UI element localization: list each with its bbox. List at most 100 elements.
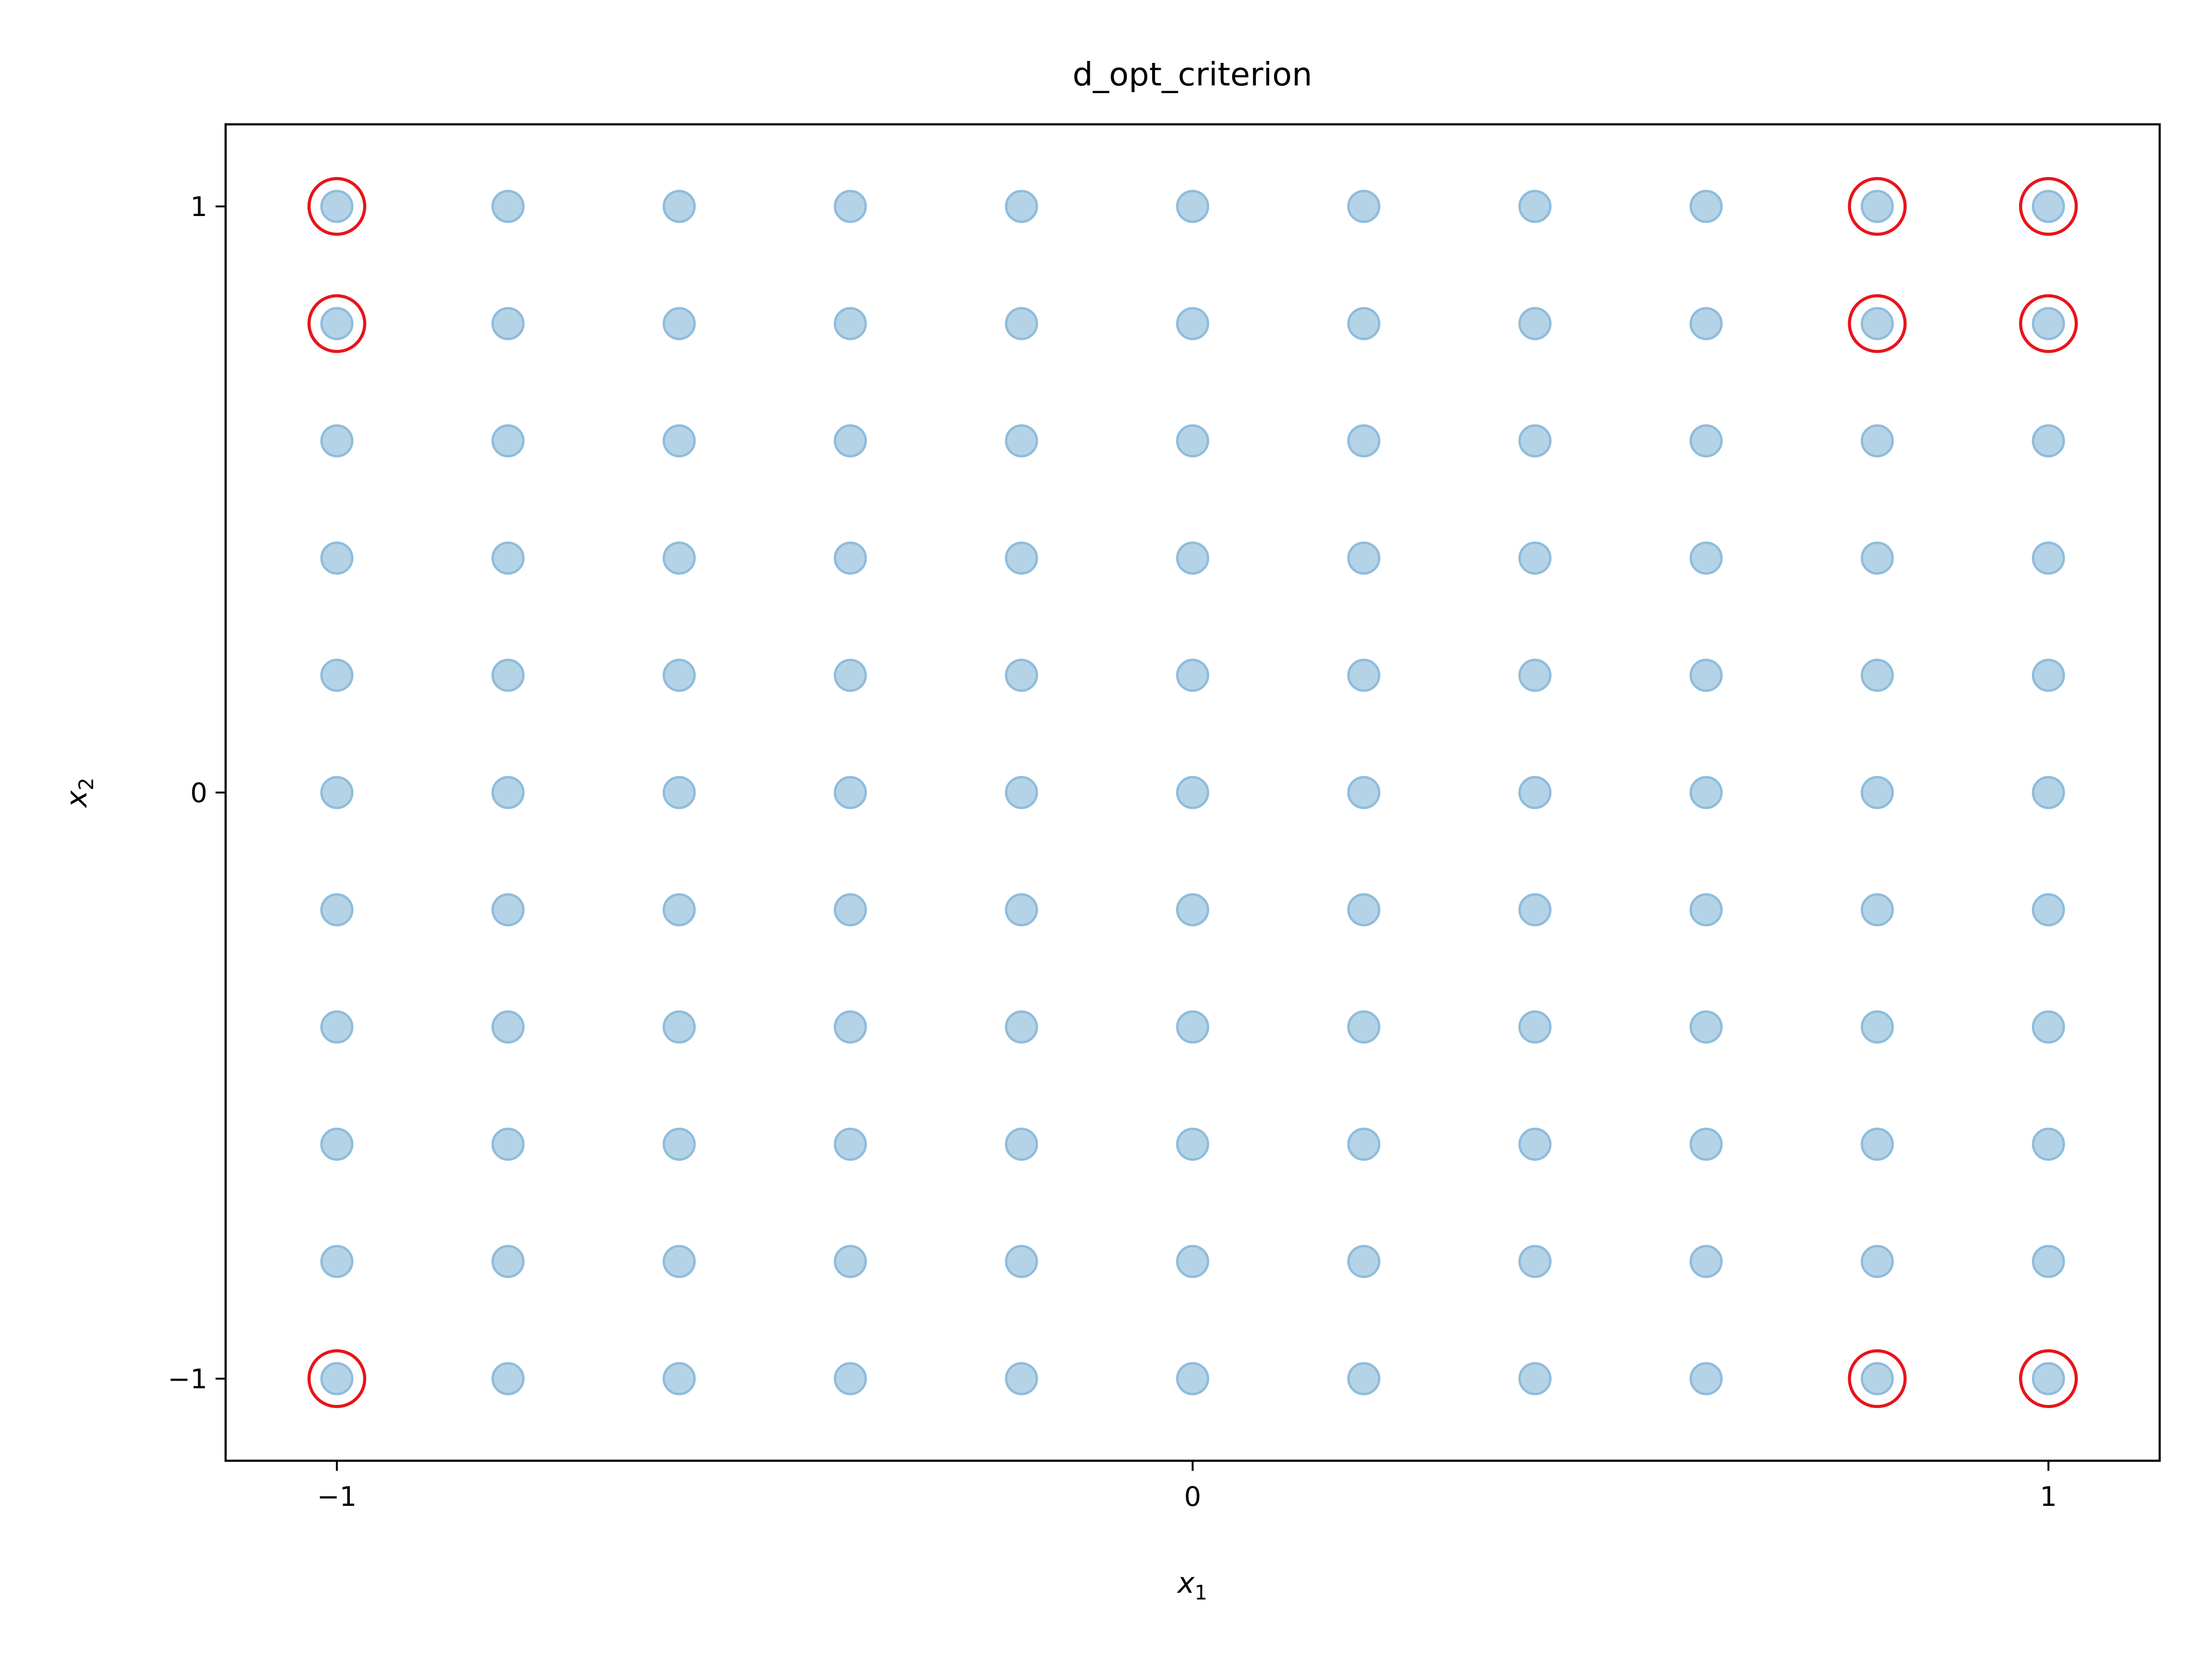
candidate-point-m0p8-0p4 (491, 541, 525, 575)
selected-point-m1-1 (307, 177, 367, 236)
candidate-point-m0p2-m1 (1005, 1362, 1038, 1395)
candidate-point-m0p6-m0p4 (662, 1010, 696, 1044)
candidate-point-0-0p6 (1176, 424, 1209, 457)
candidate-point-m1-0p4 (320, 541, 354, 575)
selected-point-1-m1 (2019, 1349, 2078, 1408)
candidate-point-m1-m0p6 (320, 1128, 354, 1161)
candidate-point-m0p8-0p2 (491, 659, 525, 692)
candidate-point-0p4-m1 (1518, 1362, 1552, 1395)
x-axis-label-base: x (1177, 1566, 1195, 1600)
candidate-point-0-0p8 (1176, 307, 1209, 340)
candidate-point-m1-0p6 (320, 424, 354, 457)
candidate-point-m0p8-m0p4 (491, 1010, 525, 1044)
candidate-point-m0p8-m0p6 (491, 1128, 525, 1161)
candidate-point-m0p4-0p8 (833, 307, 867, 340)
candidate-point-1-0p2 (2032, 659, 2065, 692)
candidate-point-m1-0 (320, 776, 354, 809)
candidate-point-m0p2-0p6 (1005, 424, 1038, 457)
chart-title: d_opt_criterion (1072, 56, 1312, 93)
candidate-point-m0p4-m0p4 (833, 1010, 867, 1044)
candidate-point-0-m1 (1176, 1362, 1209, 1395)
candidate-point-1-m1 (2032, 1362, 2065, 1395)
candidate-point-0p4-m0p4 (1518, 1010, 1552, 1044)
candidate-point-m0p6-0p4 (662, 541, 696, 575)
candidate-point-0p2-0 (1347, 776, 1381, 809)
candidate-point-m0p6-m0p2 (662, 893, 696, 926)
selected-point-1-1 (2019, 177, 2078, 236)
candidate-point-0-m0p8 (1176, 1245, 1209, 1278)
candidate-point-m1-m0p2 (320, 893, 354, 926)
candidate-point-m1-0p8 (320, 307, 354, 340)
candidate-point-m1-1 (320, 190, 354, 223)
candidate-point-m0p6-m0p6 (662, 1128, 696, 1161)
candidate-point-0p6-0 (1689, 776, 1723, 809)
candidate-point-0p2-0p8 (1347, 307, 1381, 340)
candidate-point-m0p6-0p6 (662, 424, 696, 457)
selected-point-1-0p8 (2019, 294, 2078, 353)
candidate-point-m0p2-0p8 (1005, 307, 1038, 340)
candidate-point-1-0p6 (2032, 424, 2065, 457)
candidate-point-m0p6-m1 (662, 1362, 696, 1395)
y-axis-label: x2 (60, 778, 98, 808)
candidate-point-0p8-1 (1861, 190, 1894, 223)
y-tick-label-m1: −1 (168, 1364, 207, 1395)
candidate-point-0-0p4 (1176, 541, 1209, 575)
candidate-point-m0p4-m0p8 (833, 1245, 867, 1278)
candidate-point-0p8-0 (1861, 776, 1894, 809)
candidate-point-1-1 (2032, 190, 2065, 223)
candidate-point-m0p4-m1 (833, 1362, 867, 1395)
y-axis-label-subscript: 2 (74, 778, 98, 791)
candidate-point-0p2-0p2 (1347, 659, 1381, 692)
candidate-point-0p4-0p4 (1518, 541, 1552, 575)
selected-point-0p8-0p8 (1848, 294, 1907, 353)
candidate-point-1-m0p4 (2032, 1010, 2065, 1044)
candidate-point-0p4-m0p8 (1518, 1245, 1552, 1278)
candidate-point-0p4-1 (1518, 190, 1552, 223)
candidate-point-0p8-0p2 (1861, 659, 1894, 692)
candidate-point-m0p4-0p6 (833, 424, 867, 457)
y-axis-ticks: −1 0 1 (168, 192, 226, 1395)
candidate-point-m0p6-0p2 (662, 659, 696, 692)
candidate-point-0p4-m0p2 (1518, 893, 1552, 926)
candidate-point-0p8-0p6 (1861, 424, 1894, 457)
candidate-point-1-m0p8 (2032, 1245, 2065, 1278)
y-axis-label-base: x (60, 790, 94, 808)
x-axis-ticks: −1 0 1 (317, 1461, 2057, 1513)
selected-point-0p8-1 (1848, 177, 1907, 236)
candidate-point-0p2-m0p4 (1347, 1010, 1381, 1044)
candidate-point-0p6-m0p6 (1689, 1128, 1723, 1161)
candidate-point-0p2-m0p8 (1347, 1245, 1381, 1278)
candidate-point-m0p2-m0p6 (1005, 1128, 1038, 1161)
candidate-point-0-m0p2 (1176, 893, 1209, 926)
candidate-point-m1-0p2 (320, 659, 354, 692)
candidate-point-0p4-m0p6 (1518, 1128, 1552, 1161)
candidate-point-0p6-m1 (1689, 1362, 1723, 1395)
candidate-point-1-0p4 (2032, 541, 2065, 575)
selected-point-0p8-m1 (1848, 1349, 1907, 1408)
candidate-point-1-m0p2 (2032, 893, 2065, 926)
candidate-point-0p6-m0p8 (1689, 1245, 1723, 1278)
candidate-point-0-0p2 (1176, 659, 1209, 692)
candidate-point-m0p4-1 (833, 190, 867, 223)
selected-point-m1-0p8 (307, 294, 367, 353)
x-axis-label: x1 (1177, 1566, 1207, 1604)
candidate-point-0-1 (1176, 190, 1209, 223)
candidate-point-m0p4-0 (833, 776, 867, 809)
candidate-point-0p2-m0p2 (1347, 893, 1381, 926)
x-axis-label-subscript: 1 (1194, 1581, 1207, 1604)
x-tick-label-1: 1 (2040, 1481, 2057, 1513)
candidate-point-0p4-0p8 (1518, 307, 1552, 340)
candidate-point-m0p2-0p2 (1005, 659, 1038, 692)
candidate-point-m0p8-0 (491, 776, 525, 809)
candidate-point-0p8-m0p2 (1861, 893, 1894, 926)
candidate-point-m0p2-m0p4 (1005, 1010, 1038, 1044)
candidate-point-1-0p8 (2032, 307, 2065, 340)
candidate-point-m0p8-m1 (491, 1362, 525, 1395)
candidate-point-m0p4-0p4 (833, 541, 867, 575)
candidate-point-m0p4-m0p6 (833, 1128, 867, 1161)
candidate-point-0p4-0 (1518, 776, 1552, 809)
candidate-point-m0p2-m0p8 (1005, 1245, 1038, 1278)
candidate-point-0p6-0p6 (1689, 424, 1723, 457)
y-tick-label-0: 0 (190, 778, 207, 809)
